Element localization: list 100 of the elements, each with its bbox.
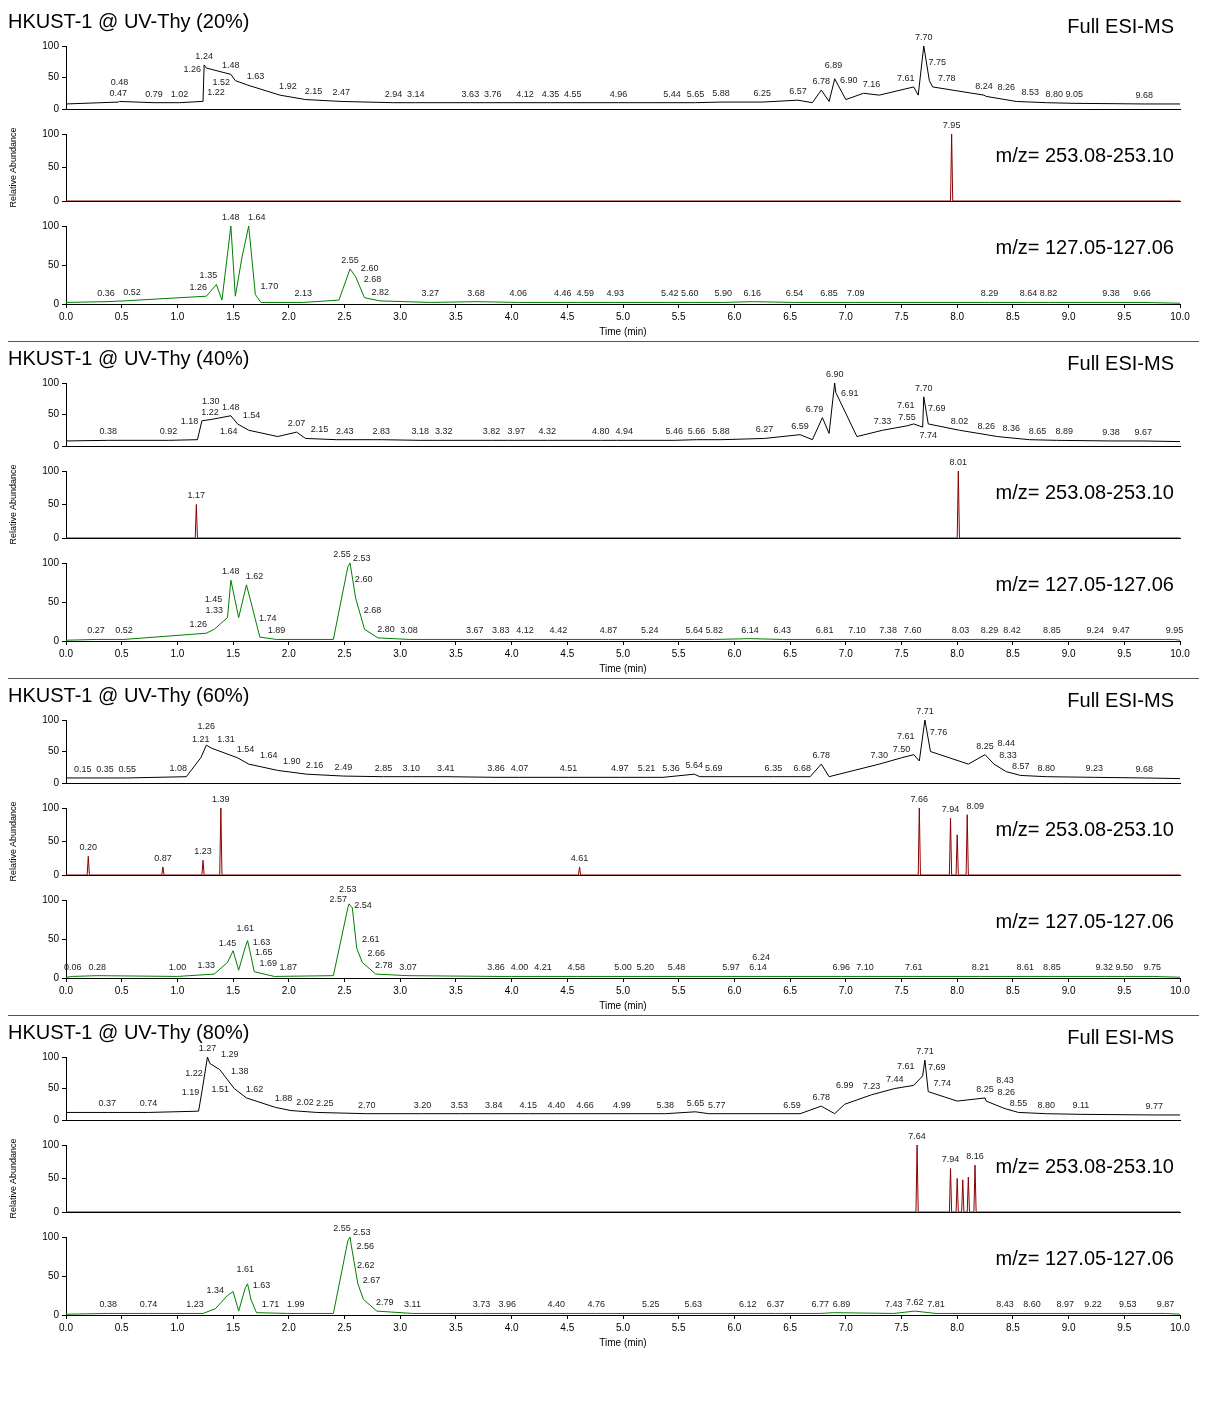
x-axis-title: Time (min): [599, 662, 647, 674]
y-axis-title: Relative Abundance: [7, 1138, 18, 1219]
x-tick-label: 1.0: [170, 647, 185, 659]
annotation: 1.24: [195, 50, 213, 61]
y-tick-label: 0: [53, 194, 60, 206]
annotation: 3.84: [485, 1099, 503, 1110]
annotation: 0.55: [118, 763, 137, 774]
annotation: 1.71: [261, 1298, 280, 1309]
annotation: 4.07: [510, 763, 529, 774]
annotation: 3.73: [472, 1299, 491, 1310]
annotation: 2.47: [332, 87, 350, 98]
annotation: 5.69: [705, 762, 723, 773]
annotation: 1.35: [199, 270, 218, 281]
annotation: 1.39: [212, 793, 230, 804]
annotation: 2.82: [371, 286, 389, 297]
annotation: 2.55: [341, 254, 359, 265]
annotation: 2.49: [334, 762, 353, 773]
y-tick-label: 50: [47, 71, 60, 83]
annotation: 0.20: [79, 842, 98, 853]
annotation: 4.15: [519, 1099, 538, 1110]
annotation: 8.80: [1045, 88, 1064, 99]
annotation: 1.21: [192, 733, 210, 744]
annotation: 1.38: [230, 1065, 249, 1076]
annotation: 7.76: [929, 727, 948, 738]
annotation: 0.48: [110, 77, 129, 88]
annotation: 4.59: [576, 288, 595, 299]
annotation: 6.59: [783, 1099, 801, 1110]
annotation: 1.34: [206, 1284, 225, 1295]
annotation: 3.07: [399, 961, 417, 972]
annotation: 5.64: [685, 760, 704, 771]
annotation: 8.61: [1016, 962, 1034, 973]
annotation: 1.45: [204, 593, 223, 604]
annotation: 7.61: [904, 962, 923, 973]
annotation: 2.83: [372, 425, 391, 436]
x-tick-label: 4.5: [560, 310, 575, 322]
annotation: 9.24: [1086, 625, 1105, 636]
annotation: 7.16: [862, 79, 881, 90]
annotation: 6.99: [835, 1080, 854, 1091]
annotation: 5.97: [722, 962, 740, 973]
annotation: 7.50: [892, 743, 911, 754]
annotation: 7.10: [848, 625, 866, 636]
annotation: 7.64: [908, 1130, 926, 1141]
annotation: m/z= 253.08-253.10: [995, 143, 1174, 166]
annotation: 7.94: [941, 1154, 960, 1165]
x-tick-label: 6.5: [783, 1321, 798, 1333]
annotation: 7.70: [915, 382, 933, 393]
annotation: 2.60: [354, 574, 373, 585]
annotation: 9.38: [1102, 426, 1120, 437]
annotation: 3.27: [421, 288, 440, 299]
annotation: 8.26: [997, 82, 1015, 93]
y-tick-label: 50: [47, 1269, 60, 1281]
annotation: 2.67: [362, 1275, 381, 1286]
annotation: 9.32: [1095, 962, 1114, 973]
annotation: 9.75: [1143, 962, 1161, 973]
annotation: 3.20: [413, 1099, 432, 1110]
annotation: 1.48: [222, 401, 240, 412]
annotation: 1.74: [259, 613, 277, 624]
y-tick-label: 50: [47, 498, 60, 510]
y-tick-label: 50: [47, 1082, 60, 1094]
annotation: 5.65: [686, 1097, 705, 1108]
y-tick-label: 50: [47, 835, 60, 847]
annotation: 4.21: [534, 962, 552, 973]
annotation: 6.12: [739, 1299, 757, 1310]
annotation: 3.86: [487, 962, 505, 973]
annotation: 1.27: [198, 1042, 217, 1053]
annotation: 7.23: [862, 1080, 881, 1091]
annotation: 4.93: [606, 288, 624, 299]
x-tick-label: 7.5: [894, 984, 909, 996]
x-tick-label: 0.0: [59, 984, 74, 996]
x-tick-label: 2.5: [337, 647, 352, 659]
x-tick-label: 8.5: [1005, 984, 1021, 996]
x-tick-label: 8.5: [1005, 310, 1021, 322]
x-tick-label: 7.0: [838, 310, 854, 322]
x-tick-label: 9.5: [1117, 984, 1132, 996]
y-tick-label: 0: [53, 102, 60, 114]
x-tick-label: 2.0: [281, 310, 297, 322]
annotation: 1.48: [222, 60, 240, 71]
annotation: 8.60: [1023, 1299, 1041, 1310]
annotation: 0.27: [87, 625, 105, 636]
annotation: 3.41: [437, 762, 455, 773]
annotation: 1.61: [236, 1263, 255, 1274]
annotation: 6.54: [785, 288, 804, 299]
annotation: 3.08: [400, 625, 418, 636]
annotation: 1.00: [168, 962, 187, 973]
annotation: 5.20: [636, 962, 655, 973]
annotation: 0.52: [123, 286, 141, 297]
x-tick-label: 0.0: [59, 310, 74, 322]
x-tick-label: 10.0: [1170, 310, 1191, 322]
x-axis-title: Time (min): [599, 325, 647, 337]
annotation: 5.25: [642, 1299, 660, 1310]
annotation: 1.64: [219, 426, 238, 437]
x-tick-label: 4.0: [504, 1321, 519, 1333]
annotation: 8.82: [1039, 288, 1058, 299]
text: Full ESI-MS: [1067, 688, 1174, 711]
y-tick-label: 100: [42, 376, 60, 388]
x-tick-label: 10.0: [1170, 647, 1191, 659]
annotation: 0.15: [73, 763, 92, 774]
y-tick-label: 0: [53, 868, 60, 880]
x-tick-label: 1.5: [226, 1321, 241, 1333]
y-tick-label: 50: [47, 745, 60, 757]
